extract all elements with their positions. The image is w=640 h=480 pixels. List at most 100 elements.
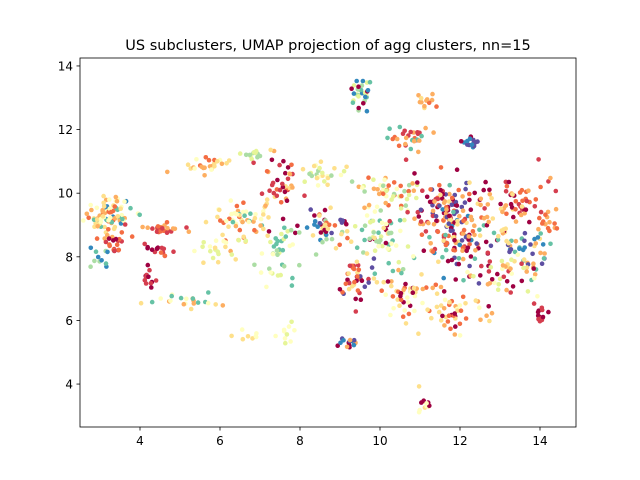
data-point [328, 205, 333, 210]
data-point [398, 293, 403, 299]
data-point [351, 337, 357, 343]
data-point [381, 225, 387, 231]
data-point [435, 229, 441, 235]
data-point [84, 211, 90, 217]
data-point [112, 248, 117, 254]
data-point [264, 284, 269, 290]
data-point [492, 280, 497, 286]
data-point [438, 284, 444, 290]
data-point [540, 314, 546, 320]
data-point [116, 247, 122, 253]
data-point [477, 233, 483, 238]
data-point [289, 283, 295, 288]
data-point [417, 138, 422, 143]
data-point [463, 186, 468, 192]
data-point [277, 162, 282, 168]
data-point [118, 206, 123, 211]
data-point [371, 230, 377, 235]
data-point [423, 125, 428, 131]
data-point [275, 177, 280, 183]
data-point [242, 213, 247, 218]
data-point [383, 200, 389, 206]
data-point [372, 248, 378, 253]
data-point [411, 188, 417, 193]
data-point [396, 259, 402, 265]
data-point [162, 253, 168, 259]
data-point [396, 143, 402, 149]
data-point [422, 103, 427, 109]
data-point [371, 177, 376, 182]
data-point [226, 224, 231, 229]
data-point [513, 207, 518, 212]
data-point [355, 263, 361, 268]
data-point [164, 220, 170, 225]
plot-frame [79, 57, 577, 428]
data-point [154, 246, 160, 251]
data-point [397, 303, 402, 309]
data-point [524, 198, 530, 204]
data-point [286, 324, 292, 329]
data-point [215, 214, 220, 220]
data-point [526, 188, 531, 193]
data-point [289, 319, 294, 325]
data-point [295, 223, 300, 229]
data-point [285, 176, 291, 182]
data-point [486, 304, 492, 309]
points-layer [81, 78, 560, 415]
data-point [107, 242, 112, 247]
data-point [520, 198, 525, 204]
data-point [95, 254, 101, 260]
data-point [482, 206, 487, 211]
data-point [438, 318, 444, 323]
data-point [383, 240, 389, 246]
data-point [332, 166, 337, 171]
data-point [448, 217, 453, 222]
data-point [264, 197, 270, 202]
data-point [287, 243, 293, 249]
data-point [417, 407, 423, 413]
data-point [283, 340, 288, 346]
y-tick-label: 4 [65, 378, 73, 392]
data-point [245, 334, 251, 339]
data-point [315, 224, 321, 229]
data-point [472, 190, 478, 196]
data-point [352, 224, 358, 229]
data-point [320, 239, 325, 245]
data-point [288, 227, 294, 233]
data-point [508, 290, 513, 295]
data-point [495, 287, 501, 293]
data-point [412, 308, 417, 314]
data-point [510, 192, 515, 197]
data-point [389, 241, 394, 246]
data-point [420, 188, 425, 193]
data-point [273, 333, 278, 339]
data-point [451, 209, 456, 215]
data-point [406, 192, 412, 198]
data-point [430, 202, 435, 208]
data-point [465, 142, 470, 147]
data-point [362, 237, 367, 243]
data-point [369, 265, 375, 270]
data-point [362, 205, 367, 211]
data-point [444, 240, 450, 246]
data-point [351, 83, 357, 88]
data-point [470, 229, 476, 234]
data-point [122, 199, 127, 204]
data-point [488, 265, 494, 270]
data-point [105, 232, 110, 238]
data-point [268, 147, 274, 153]
data-point [472, 256, 478, 262]
data-point [313, 252, 319, 257]
data-point [424, 97, 430, 102]
data-point [108, 215, 113, 220]
data-point [406, 311, 412, 317]
data-point [400, 267, 406, 272]
data-point [510, 284, 516, 289]
data-point [446, 199, 452, 204]
data-point [350, 284, 355, 289]
data-point [440, 254, 445, 260]
data-point [428, 241, 434, 246]
data-point [487, 259, 493, 264]
data-point [437, 182, 442, 188]
data-point [232, 211, 237, 216]
